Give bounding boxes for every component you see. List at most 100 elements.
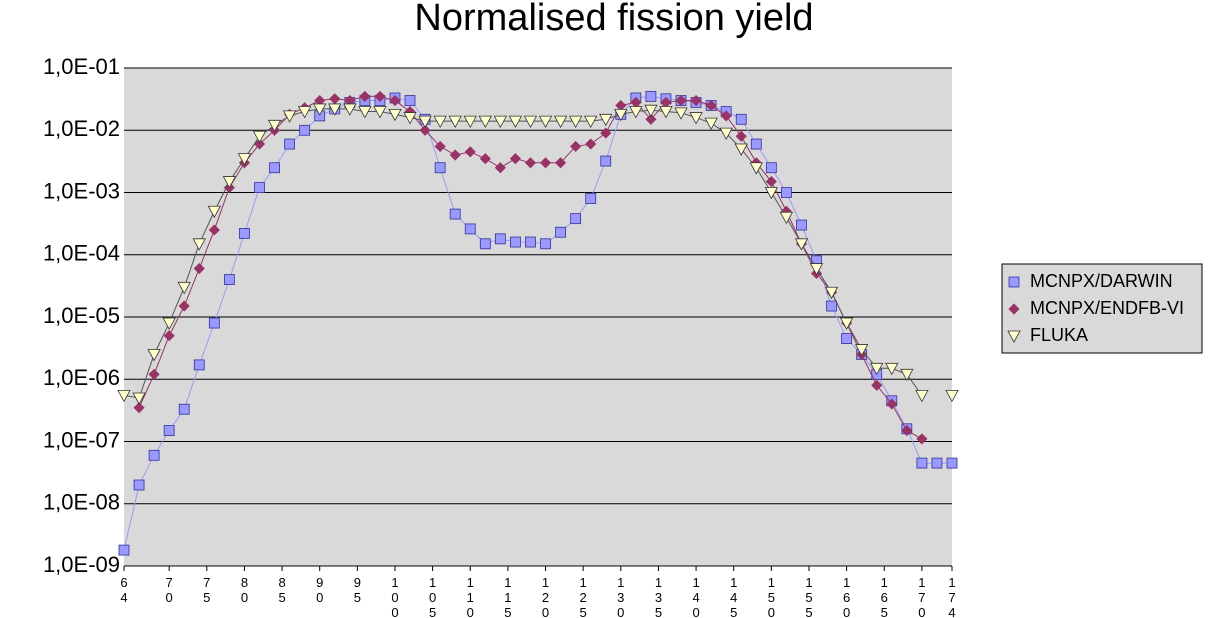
marker <box>915 390 929 403</box>
marker <box>478 115 492 128</box>
marker <box>599 113 613 127</box>
marker <box>299 124 311 136</box>
marker <box>765 162 777 174</box>
marker <box>781 187 792 198</box>
marker <box>239 228 250 239</box>
marker <box>719 127 733 140</box>
marker <box>163 425 175 436</box>
marker <box>254 182 265 193</box>
y-tick-label: 1,0E-06 <box>43 365 120 390</box>
marker <box>525 236 536 248</box>
marker <box>553 115 568 128</box>
marker <box>794 238 809 251</box>
marker <box>946 457 958 469</box>
marker <box>871 379 883 391</box>
marker <box>388 108 402 122</box>
marker <box>841 333 853 344</box>
marker <box>584 115 598 128</box>
marker <box>645 90 657 102</box>
y-tick-label: 1,0E-09 <box>43 552 120 577</box>
marker <box>237 153 252 166</box>
marker <box>854 344 869 357</box>
marker <box>193 262 205 275</box>
marker <box>328 103 342 116</box>
y-tick-label: 1,0E-03 <box>43 178 120 203</box>
marker <box>900 368 914 382</box>
marker <box>404 95 416 106</box>
marker <box>118 544 130 556</box>
marker <box>720 110 732 122</box>
marker <box>282 110 297 123</box>
marker <box>479 153 491 165</box>
marker <box>463 115 477 128</box>
marker <box>148 368 160 380</box>
marker <box>313 103 327 116</box>
marker <box>1008 276 1020 288</box>
marker <box>208 224 220 236</box>
marker <box>885 362 899 376</box>
marker <box>117 390 131 403</box>
marker <box>343 103 357 116</box>
marker <box>629 106 643 119</box>
marker <box>133 402 145 414</box>
marker <box>494 233 506 245</box>
marker <box>374 90 386 102</box>
marker <box>479 238 491 250</box>
marker <box>568 115 583 128</box>
marker <box>765 175 777 188</box>
marker <box>418 115 432 128</box>
marker <box>177 281 191 295</box>
marker <box>493 115 508 128</box>
marker <box>419 124 431 136</box>
marker <box>585 193 597 204</box>
marker <box>735 113 747 125</box>
legend-box <box>1001 263 1203 354</box>
marker <box>824 286 839 300</box>
marker <box>192 238 206 251</box>
marker <box>750 138 762 150</box>
marker <box>749 162 763 175</box>
marker <box>901 424 913 437</box>
y-tick-label: 1,0E-02 <box>43 116 120 141</box>
marker <box>540 238 551 250</box>
marker <box>178 403 190 415</box>
marker <box>826 300 837 312</box>
legend-label: MCNPX/DARWIN <box>1030 271 1173 291</box>
marker <box>359 90 371 102</box>
marker <box>570 213 582 225</box>
marker <box>133 479 145 491</box>
marker <box>644 104 658 118</box>
marker <box>555 226 566 238</box>
marker <box>1007 330 1021 343</box>
marker <box>689 112 703 125</box>
marker <box>358 106 372 119</box>
marker <box>508 115 523 128</box>
marker <box>675 94 687 107</box>
marker <box>222 176 237 189</box>
marker <box>659 106 673 119</box>
marker <box>449 208 461 220</box>
marker <box>223 274 235 285</box>
marker <box>163 330 175 342</box>
marker <box>434 162 446 174</box>
marker <box>585 138 597 150</box>
legend-label: FLUKA <box>1030 325 1088 345</box>
marker <box>524 157 537 169</box>
marker <box>132 392 146 405</box>
marker <box>690 94 702 107</box>
marker <box>600 127 612 139</box>
marker <box>796 219 807 231</box>
marker <box>449 149 461 161</box>
marker <box>269 162 280 174</box>
